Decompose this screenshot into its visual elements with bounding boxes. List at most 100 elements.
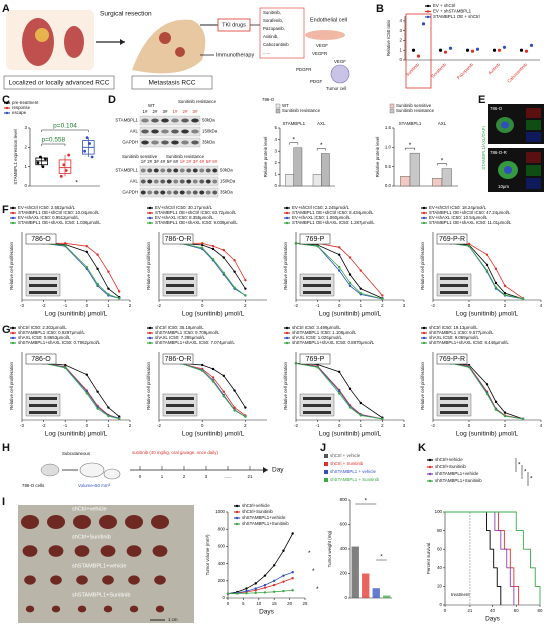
channel: [526, 178, 541, 189]
band: [303, 404, 331, 407]
point: [245, 589, 248, 593]
size-label: 50kDa: [202, 118, 215, 123]
lane-label: 1#: [180, 159, 185, 164]
bar: [351, 546, 359, 598]
point: [44, 157, 47, 161]
blot-strip: [139, 115, 201, 126]
y-tick-label: 1000: [215, 509, 225, 514]
row-label: 786-O-R: [490, 150, 507, 155]
blot-strip: [139, 126, 201, 137]
band: [140, 168, 146, 173]
x-axis-label: Log (sunitinib) μmol/L: [319, 431, 382, 438]
category-label: STAMBPL1: [399, 121, 422, 126]
annotation: p=0.104: [53, 123, 77, 130]
point: [421, 22, 426, 26]
channel: [526, 108, 541, 118]
x-tick-label: 20: [287, 601, 292, 606]
legend-marker: [11, 221, 15, 225]
day-label: 21: [248, 474, 253, 479]
legend-marker: [148, 331, 152, 335]
bracket: [41, 143, 66, 146]
legend-marker: [422, 336, 426, 340]
y-tick-label: 4: [275, 137, 278, 142]
point: [448, 46, 453, 50]
band: [179, 168, 185, 173]
point: [338, 269, 341, 272]
y-axis-label: Relative cell proliferation: [283, 242, 288, 290]
band: [153, 179, 159, 184]
point: [492, 48, 497, 52]
tube: [40, 463, 60, 477]
tumor: [155, 605, 165, 613]
legend-label: STAMBPL1 OE+shAXL IC50: 9.039μmol/L: [155, 220, 238, 225]
tumor: [99, 515, 117, 529]
band: [166, 190, 172, 195]
point: [494, 286, 498, 289]
legend-marker: [235, 516, 239, 520]
x-tick-label: 0: [444, 608, 447, 613]
point: [282, 549, 285, 552]
point: [359, 414, 362, 417]
x-tick-label: 2: [381, 303, 384, 308]
point: [348, 281, 352, 285]
point: [485, 263, 489, 267]
point: [254, 591, 257, 595]
point: [273, 583, 276, 587]
band: [29, 411, 57, 414]
x-tick-label: 0: [338, 423, 341, 428]
category-label: AXL: [317, 121, 326, 126]
x-tick-label: 3: [403, 423, 406, 428]
legend-label: EV+shCtrl IC50: 2.552μmol/L: [18, 205, 76, 210]
legend-swatch: [389, 108, 395, 114]
text: PDGF: [310, 79, 323, 84]
text: Subcutaneous: [62, 451, 91, 456]
point: [503, 293, 507, 297]
annotation: *: [312, 568, 315, 575]
bar: [312, 174, 322, 187]
text: sunitinib (40 mg/kg, oral gavage, once d…: [132, 450, 218, 455]
series-line: [295, 242, 383, 300]
band: [140, 179, 146, 184]
legend-label: response: [12, 105, 31, 110]
legend-label: shCtrl IC50: 19.13μmol/L: [429, 325, 478, 330]
legend-label: shCtrl+Sunitinib: [242, 509, 273, 514]
point: [416, 54, 421, 58]
series-line: [180, 362, 246, 408]
x-tick-label: 2: [504, 303, 507, 308]
x-tick-label: 4: [540, 423, 543, 428]
survival-line: [445, 511, 502, 605]
row-label: shSTAMBPL1+vehicle: [72, 563, 126, 569]
x-tick-label: 40: [490, 608, 495, 613]
y-tick-label: 5: [275, 125, 278, 130]
legend-label: shCtrl+vehicle: [242, 503, 270, 508]
day-label: 3: [205, 474, 208, 479]
point: [244, 278, 247, 282]
legend-label: shSTAMBPL1+shAXL IC50: 7.074μmol/L: [155, 340, 235, 345]
point: [494, 281, 498, 285]
point: [521, 297, 525, 301]
lane-label: 6#: [212, 159, 217, 164]
legend-marker: [148, 341, 152, 345]
legend-label: shSTAMBPL1+shAXL IC50: 0.7962μmol/L: [18, 340, 101, 345]
x-tick-label: -2: [157, 423, 161, 428]
legend-marker: [11, 326, 15, 330]
x-tick-label: 25: [303, 601, 308, 606]
lane-label: 4#: [160, 159, 165, 164]
legend-label: shSTAMBPL1 IC50: 1.106μmol/L: [292, 330, 357, 335]
band: [166, 291, 194, 294]
y-axis-label: Relative cell proliferation: [283, 362, 288, 410]
y-axis-label: Tumor weight (mg): [327, 530, 332, 567]
x-tick-label: 2: [129, 303, 132, 308]
row-label: GAPDH: [122, 190, 138, 195]
band: [166, 397, 194, 400]
y-axis-label: STAMBPL1 expression level: [13, 129, 18, 184]
box: [35, 157, 48, 166]
row-label: shCtrl+vehicle: [72, 506, 107, 512]
tumor: [128, 575, 140, 585]
point: [294, 242, 298, 245]
text: Immunotherapy: [216, 52, 254, 58]
y-tick-label: 1.5: [385, 125, 392, 130]
drug: Sorafenib,: [263, 18, 283, 23]
point: [338, 265, 341, 269]
